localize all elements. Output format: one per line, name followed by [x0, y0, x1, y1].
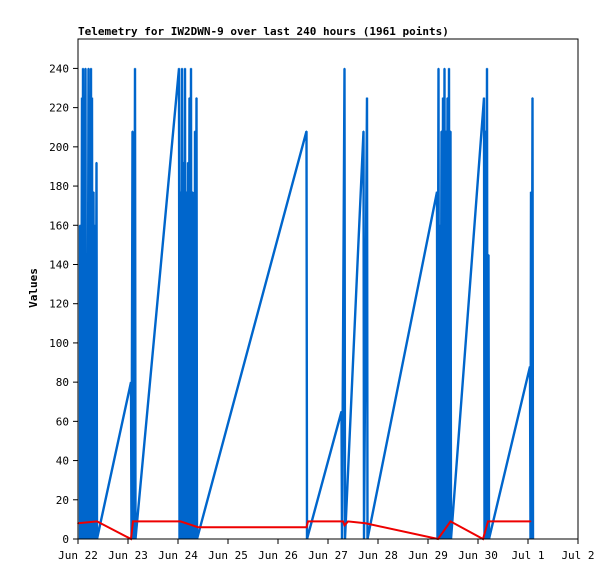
- red-series-point: [529, 520, 532, 523]
- spike-point: [305, 130, 308, 132]
- red-series-point: [96, 520, 98, 523]
- spike-point: [91, 97, 93, 99]
- spike-point: [130, 381, 132, 383]
- red-series-point: [347, 520, 349, 523]
- spike-point: [439, 224, 441, 226]
- y-tick-label: 220: [49, 102, 69, 115]
- spike-point: [82, 67, 84, 70]
- spike-point: [131, 130, 134, 132]
- spike-point: [79, 224, 81, 226]
- red-series-point: [307, 520, 309, 523]
- red-series-point: [487, 520, 489, 523]
- spike-point: [191, 191, 194, 193]
- spike-point: [340, 410, 343, 413]
- tick-layer: 0 20 40 60 80 100 120 140 160 180 200 220 240 Jun 22 J…: [49, 62, 594, 562]
- spike-point: [182, 161, 185, 164]
- spike-point: [442, 97, 444, 99]
- spike-point: [486, 67, 488, 70]
- spike-point: [178, 67, 180, 70]
- red-series-point: [343, 524, 346, 527]
- spike-point: [445, 130, 447, 132]
- spike-point: [90, 67, 92, 70]
- red-series-point: [364, 522, 367, 525]
- spike-point: [92, 191, 95, 193]
- x-tick-label: Jun 29: [408, 549, 448, 562]
- red-series-point: [197, 526, 199, 529]
- spike-point: [446, 97, 449, 99]
- y-tick-label: 120: [49, 298, 69, 311]
- spike-point: [84, 67, 87, 70]
- spike-point: [83, 224, 85, 226]
- spike-point: [181, 67, 183, 70]
- y-tick-label: 180: [49, 180, 69, 193]
- x-tick-label: Jul 1: [511, 549, 544, 562]
- y-axis-label: Values: [27, 268, 40, 308]
- x-tick-label: Jun 26: [258, 549, 298, 562]
- spike-point: [195, 97, 198, 99]
- spike-point: [88, 130, 91, 132]
- red-series-point: [342, 520, 344, 523]
- spike-point: [134, 67, 136, 70]
- y-tick-label: 200: [49, 141, 69, 154]
- red-series-point: [132, 520, 134, 523]
- x-tick-label: Jun 27: [308, 549, 348, 562]
- x-tick-label: Jul 2: [561, 549, 594, 562]
- y-tick-label: 60: [56, 415, 69, 428]
- spike-point: [190, 67, 192, 70]
- plot-frame: [77, 38, 579, 540]
- spike-point: [194, 130, 196, 132]
- spike-point: [484, 130, 487, 132]
- spike-point: [449, 130, 452, 132]
- y-tick-label: 100: [49, 337, 69, 350]
- spike-point: [95, 161, 98, 164]
- red-series-point: [179, 520, 182, 523]
- spike-point: [185, 191, 188, 193]
- spike-point: [437, 67, 440, 70]
- spike-point: [94, 224, 96, 226]
- y-tick-label: 40: [56, 455, 69, 468]
- spike-point: [362, 130, 365, 132]
- y-tick-label: 0: [62, 533, 69, 546]
- spike-point: [187, 161, 189, 164]
- spike-point: [530, 191, 532, 193]
- y-tick-label: 240: [49, 62, 69, 75]
- y-tick-label: 140: [49, 258, 69, 271]
- x-tick-label: Jun 25: [208, 549, 248, 562]
- x-tick-label: Jun 30: [458, 549, 498, 562]
- spike-point: [179, 191, 182, 193]
- y-tick-label: 160: [49, 219, 69, 232]
- spike-point: [366, 97, 368, 99]
- spike-point: [343, 67, 346, 70]
- spike-point: [487, 254, 490, 256]
- x-tick-label: Jun 23: [108, 549, 148, 562]
- spike-point: [184, 67, 186, 70]
- spike-point: [443, 67, 446, 70]
- y-tick-label: 20: [56, 494, 69, 507]
- spike-point: [188, 97, 191, 99]
- spike-point: [81, 97, 83, 99]
- spike-point: [529, 365, 531, 368]
- spike-point: [86, 348, 88, 350]
- spike-point: [531, 97, 534, 99]
- x-tick-label: Jun 24: [158, 549, 198, 562]
- chart-title: Telemetry for IW2DWN-9 over last 240 hou…: [78, 25, 449, 38]
- spike-point: [440, 130, 443, 132]
- spike-point: [87, 67, 90, 70]
- red-series-point: [449, 520, 452, 523]
- spike-point: [193, 350, 195, 352]
- spike-point: [483, 97, 485, 99]
- x-tick-label: Jun 28: [358, 549, 398, 562]
- x-tick-label: Jun 22: [58, 549, 98, 562]
- spike-point: [448, 67, 450, 70]
- spike-point: [436, 191, 438, 193]
- y-tick-label: 80: [56, 376, 69, 389]
- spike-point: [132, 191, 135, 193]
- red-series-point: [305, 526, 308, 529]
